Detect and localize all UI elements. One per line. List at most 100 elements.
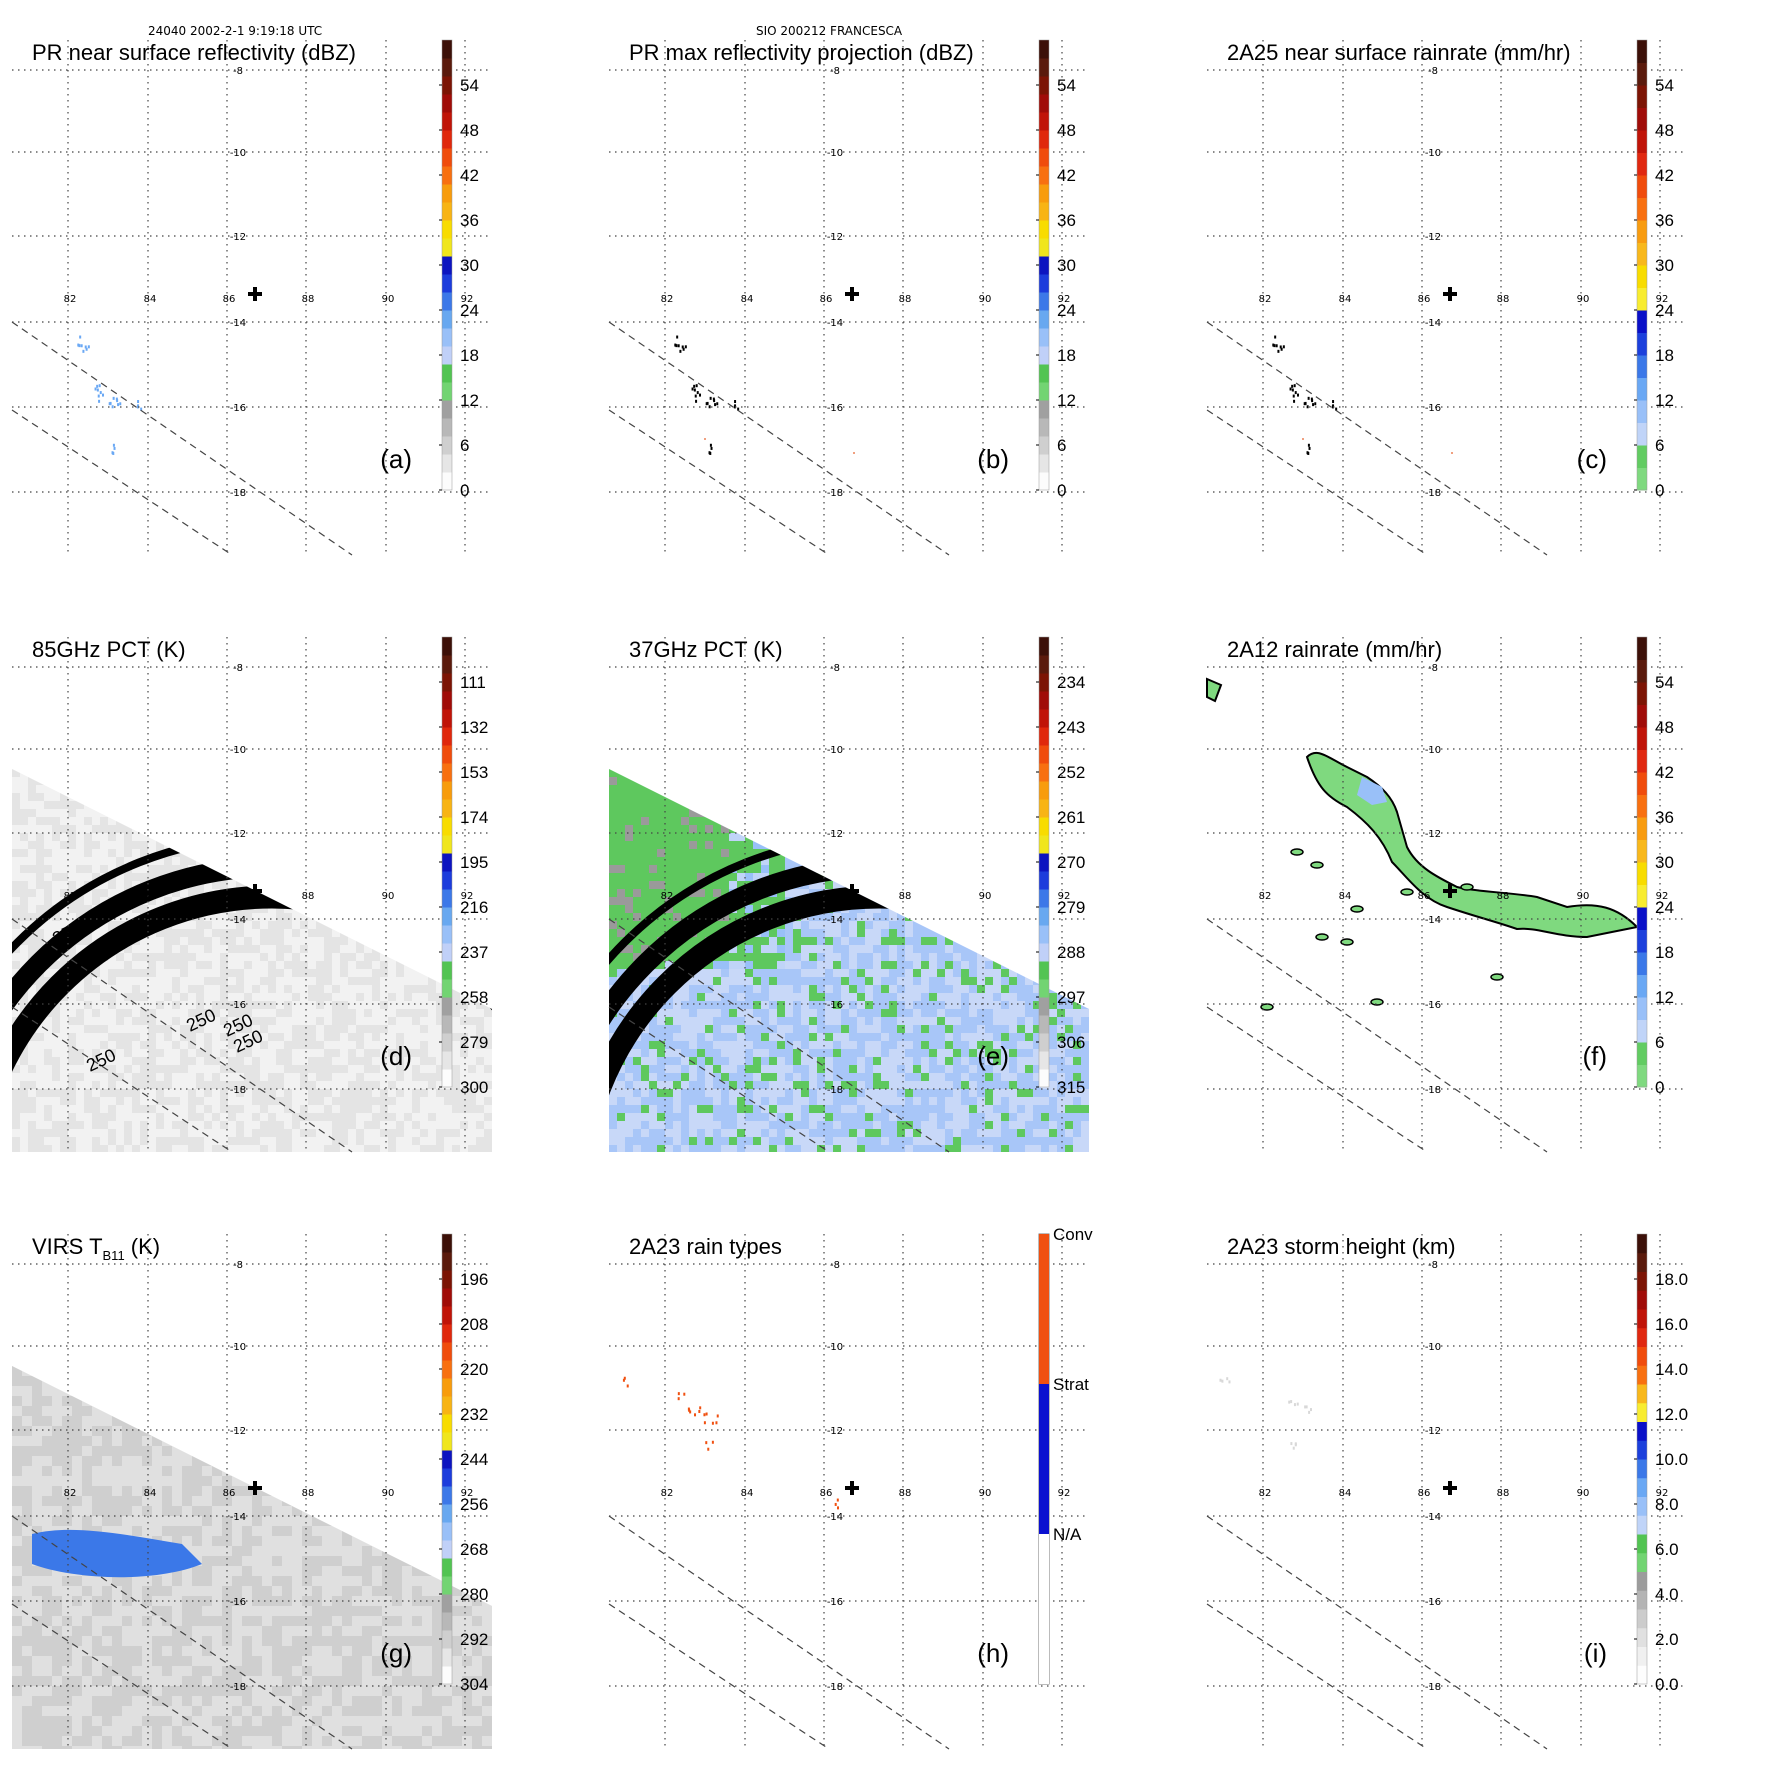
panel-title: 2A12 rainrate (mm/hr) [1227, 637, 1442, 662]
field-cell [953, 1073, 961, 1081]
field-cell [713, 825, 721, 833]
field-cell [108, 1073, 116, 1081]
field-cell [28, 1097, 36, 1105]
field-cell [961, 1145, 969, 1152]
field-cell [42, 1466, 52, 1476]
field-cell [196, 1129, 204, 1137]
field-cell [68, 1025, 76, 1033]
field-cell [20, 817, 28, 825]
field-cell [761, 1121, 769, 1129]
field-cell [148, 1065, 156, 1073]
field-cell [356, 953, 364, 961]
field-cell [729, 1033, 737, 1041]
field-cell [188, 1081, 196, 1089]
field-cell [1025, 1105, 1033, 1113]
field-cell [809, 1001, 817, 1009]
field-cell [76, 1033, 84, 1041]
field-cell [1009, 1105, 1017, 1113]
field-cell [42, 1526, 52, 1536]
lat-tick-label: -8 [233, 66, 243, 77]
field-cell [52, 1129, 60, 1137]
field-cell [42, 1446, 52, 1456]
field-cell [20, 913, 28, 921]
lon-tick-label: 84 [144, 294, 157, 305]
field-cell [657, 1017, 665, 1025]
field-cell [268, 889, 276, 897]
field-cell [753, 985, 761, 993]
field-cell [28, 785, 36, 793]
field-cell [761, 945, 769, 953]
field-cell [132, 905, 140, 913]
field-cell [1001, 993, 1009, 1001]
field-cell [82, 1406, 92, 1416]
field-cell [769, 977, 777, 985]
field-cell [60, 825, 68, 833]
field-cell [52, 921, 60, 929]
field-cell [92, 849, 100, 857]
field-cell [372, 1137, 380, 1145]
field-cell [76, 1145, 84, 1152]
field-cell [1001, 1105, 1009, 1113]
field-cell [673, 825, 681, 833]
field-cell [412, 1001, 420, 1009]
field-cell [1049, 1065, 1057, 1073]
field-cell [905, 985, 913, 993]
field-cell [761, 897, 769, 905]
field-cell [761, 1081, 769, 1089]
rain-pixel [96, 388, 99, 392]
field-cell [793, 1097, 801, 1105]
field-cell [1017, 1025, 1025, 1033]
field-cell [20, 841, 28, 849]
colorbar-label: 252 [1057, 763, 1085, 782]
field-cell [356, 1105, 364, 1113]
field-cell [268, 937, 276, 945]
colorbar-band [1637, 974, 1647, 998]
field-cell [348, 1041, 356, 1049]
field-cell [921, 1137, 929, 1145]
field-cell [116, 921, 124, 929]
field-cell [340, 1073, 348, 1081]
field-cell [156, 1065, 164, 1073]
field-cell [84, 1033, 92, 1041]
rain-pixel [136, 405, 139, 409]
field-cell [705, 1057, 713, 1065]
field-cell [729, 1017, 737, 1025]
field-cell [116, 849, 124, 857]
field-cell [140, 953, 148, 961]
field-cell [857, 1041, 865, 1049]
field-cell [681, 825, 689, 833]
field-cell [633, 841, 641, 849]
lon-tick-label: 90 [979, 294, 992, 305]
field-cell [436, 1009, 444, 1017]
field-cell [761, 1041, 769, 1049]
field-cell [60, 793, 68, 801]
field-cell [817, 1001, 825, 1009]
field-cell [132, 849, 140, 857]
field-cell [1033, 1049, 1041, 1057]
field-cell [276, 1001, 284, 1009]
field-cell [721, 1129, 729, 1137]
field-cell [657, 865, 665, 873]
field-cell [825, 1073, 833, 1081]
field-cell [705, 1049, 713, 1057]
field-cell [162, 1446, 172, 1456]
field-cell [905, 937, 913, 945]
field-cell [977, 1033, 985, 1041]
colorbar-label: 315 [1057, 1078, 1085, 1097]
rain-pixel [111, 451, 114, 455]
field-cell [769, 1033, 777, 1041]
field-cell [108, 1121, 116, 1129]
field-cell [849, 993, 857, 1001]
field-cell [737, 873, 745, 881]
field-cell [132, 841, 140, 849]
field-cell [220, 1033, 228, 1041]
field-cell [324, 1009, 332, 1017]
field-cell [649, 1073, 657, 1081]
field-cell [420, 977, 428, 985]
data-field [1272, 335, 1453, 455]
field-cell [665, 1017, 673, 1025]
field-cell [1057, 1113, 1065, 1121]
field-cell [284, 1097, 292, 1105]
field-cell [108, 921, 116, 929]
field-cell [28, 825, 36, 833]
